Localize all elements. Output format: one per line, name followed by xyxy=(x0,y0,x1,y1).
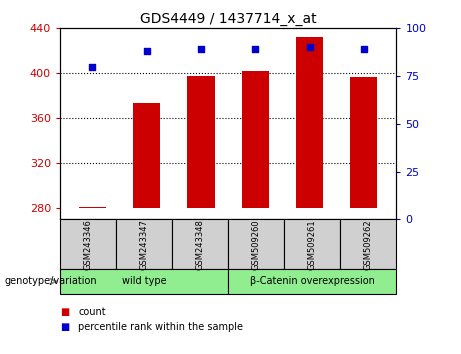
Point xyxy=(143,48,150,54)
Text: GSM509260: GSM509260 xyxy=(252,219,261,270)
Point xyxy=(252,46,259,52)
Text: GSM243346: GSM243346 xyxy=(83,219,93,270)
Bar xyxy=(133,103,160,208)
Text: ■: ■ xyxy=(60,322,69,332)
Text: percentile rank within the sample: percentile rank within the sample xyxy=(78,322,243,332)
Text: count: count xyxy=(78,307,106,316)
Text: ■: ■ xyxy=(60,307,69,316)
Bar xyxy=(188,75,215,208)
Point xyxy=(360,46,367,52)
Text: β-Catenin overexpression: β-Catenin overexpression xyxy=(250,276,375,286)
Text: wild type: wild type xyxy=(122,276,166,286)
Bar xyxy=(242,71,269,208)
Text: GSM509261: GSM509261 xyxy=(308,219,317,270)
Text: GSM509262: GSM509262 xyxy=(364,219,373,270)
Point xyxy=(89,64,96,69)
Bar xyxy=(350,77,378,208)
Text: genotype/variation: genotype/variation xyxy=(5,276,97,286)
Point xyxy=(197,46,205,52)
Bar xyxy=(296,37,323,208)
Point xyxy=(306,45,313,50)
Text: GSM243347: GSM243347 xyxy=(140,219,148,270)
Text: GSM243348: GSM243348 xyxy=(195,219,205,270)
Title: GDS4449 / 1437714_x_at: GDS4449 / 1437714_x_at xyxy=(140,12,317,26)
Bar xyxy=(79,207,106,208)
